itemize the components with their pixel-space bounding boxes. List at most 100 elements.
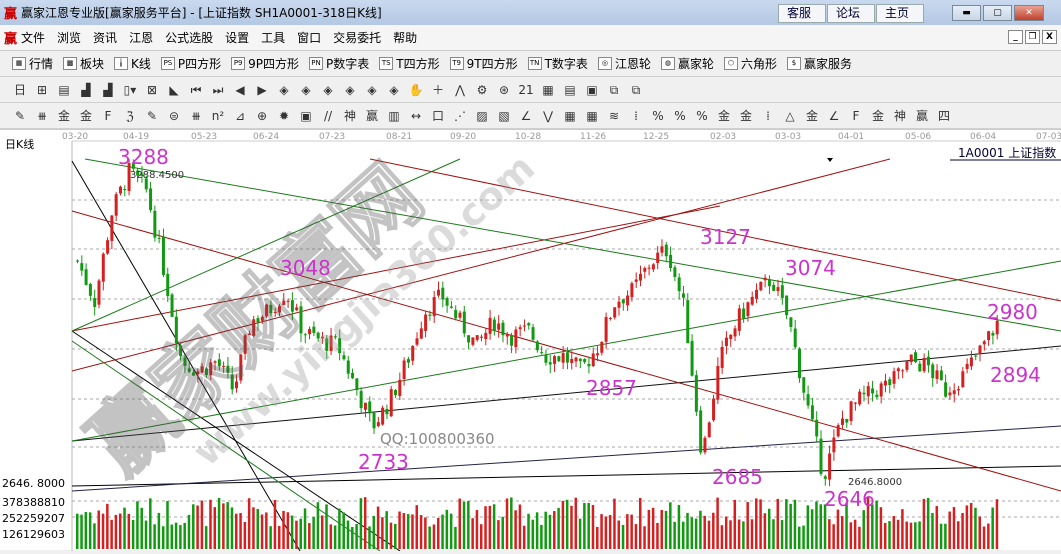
toolbar-button[interactable]: P9 9P四方形 <box>231 55 299 72</box>
trend-line[interactable] <box>71 425 1061 492</box>
tool-icon[interactable]: ◈ <box>323 82 333 97</box>
tool-icon[interactable]: 口 <box>431 108 444 123</box>
tool-icon[interactable]: ⧉ <box>631 82 641 97</box>
tool-icon[interactable]: ⚙ <box>476 82 488 97</box>
trend-line[interactable] <box>71 345 1061 442</box>
menu-item[interactable]: 工具 <box>261 31 286 45</box>
trend-line[interactable] <box>71 330 401 552</box>
tool-icon[interactable]: 金 <box>871 108 884 123</box>
toolbar-button[interactable]: PS P四方形 <box>160 55 221 72</box>
tool-icon[interactable]: ⊠ <box>146 82 158 97</box>
trend-line[interactable] <box>84 158 1061 332</box>
tool-icon[interactable]: ▤ <box>58 82 70 97</box>
toolbar-button[interactable]: TN T数字表 <box>527 55 588 72</box>
tool-icon[interactable]: ✹ <box>278 108 290 123</box>
trend-line[interactable] <box>71 340 381 552</box>
mdi-restore-button[interactable]: ❐ <box>1025 30 1040 44</box>
home-link[interactable]: 主页 <box>876 4 924 23</box>
tool-icon[interactable]: ▯▾ <box>123 82 137 97</box>
tool-icon[interactable]: ▟ <box>81 82 91 97</box>
tool-icon[interactable]: ⋁ <box>543 108 553 123</box>
tool-icon[interactable]: 四 <box>937 108 950 123</box>
menu-item[interactable]: 设置 <box>225 31 250 45</box>
tool-icon[interactable]: ◈ <box>389 82 399 97</box>
tool-icon[interactable]: ⁞ <box>766 108 770 123</box>
toolbar-button[interactable]: ▩ 板块 <box>63 55 104 72</box>
menu-item[interactable]: 资讯 <box>93 31 118 45</box>
tool-icon[interactable]: ▟ <box>103 82 113 97</box>
tool-icon[interactable]: 日▾ <box>13 82 26 113</box>
tool-icon[interactable]: △ <box>785 108 795 123</box>
tool-icon[interactable]: 金 <box>805 108 818 123</box>
menu-item[interactable]: 公式选股 <box>165 31 214 45</box>
tool-icon[interactable]: 神 <box>343 108 356 123</box>
trend-line[interactable] <box>71 160 301 552</box>
tool-icon[interactable]: ▦ <box>542 82 554 97</box>
tool-icon[interactable]: ◈ <box>301 82 311 97</box>
menu-item[interactable]: 文件 <box>21 31 46 45</box>
tool-icon[interactable]: ▥ <box>388 108 400 123</box>
tool-icon[interactable]: ⁞ <box>634 108 638 123</box>
tool-icon[interactable]: ◣ <box>169 82 179 97</box>
tool-icon[interactable]: ✎ <box>146 108 158 123</box>
toolbar-button[interactable]: TS T四方形 <box>379 55 440 72</box>
tool-icon[interactable]: ▣ <box>300 108 312 123</box>
tool-icon[interactable]: 赢 <box>365 108 378 123</box>
menu-item[interactable]: 帮助 <box>393 31 418 45</box>
tool-icon[interactable]: ⋰ <box>454 108 466 123</box>
tool-icon[interactable]: ✎ <box>14 108 26 123</box>
tool-icon[interactable]: ⧉ <box>609 82 619 97</box>
tool-icon[interactable]: ▶ <box>257 82 267 97</box>
tool-icon[interactable]: ＋ <box>431 82 444 97</box>
toolbar-button[interactable]: $ 赢家服务 <box>786 55 852 72</box>
tool-icon[interactable]: ≋ <box>608 108 620 123</box>
tool-icon[interactable]: ⊛ <box>498 82 510 97</box>
tool-icon[interactable]: 金 <box>717 108 730 123</box>
tool-icon[interactable]: 神 <box>893 108 906 123</box>
tool-icon[interactable]: ▤ <box>564 82 576 97</box>
trend-line[interactable] <box>71 158 461 332</box>
tool-icon[interactable]: ◈ <box>367 82 377 97</box>
tool-icon[interactable]: 金 <box>79 108 92 123</box>
tool-icon[interactable]: ▦ <box>564 108 576 123</box>
tool-icon[interactable]: ⊜ <box>168 108 180 123</box>
toolbar-button[interactable]: ▦ 行情 <box>12 55 53 72</box>
kline-chart[interactable]: 03-20 04-19 05-23 06-24 07-23 08-21 09-20 10-28… <box>0 129 1061 552</box>
tool-icon[interactable]: 金 <box>739 108 752 123</box>
trend-line[interactable] <box>71 465 1061 487</box>
tool-icon[interactable]: ✋ <box>408 82 424 97</box>
tool-icon[interactable]: % <box>652 108 664 123</box>
tool-icon[interactable]: ↔ <box>410 108 422 123</box>
tool-icon[interactable]: % <box>696 108 708 123</box>
tool-icon[interactable]: ⏮ <box>190 82 202 97</box>
toolbar-button[interactable]: ╽ K线 <box>114 55 151 72</box>
forum-link[interactable]: 论坛 <box>827 4 875 23</box>
tool-icon[interactable]: ⊕ <box>256 108 268 123</box>
tool-icon[interactable]: ⧻ <box>36 108 48 123</box>
close-button[interactable]: ✕ <box>1014 5 1044 21</box>
tool-icon[interactable]: ⊿ <box>234 108 246 123</box>
tool-icon[interactable]: ∠ <box>828 108 840 123</box>
trend-line[interactable] <box>71 158 891 372</box>
tool-icon[interactable]: ◀ <box>235 82 245 97</box>
trend-line[interactable] <box>369 158 1061 302</box>
tool-icon[interactable]: 赢 <box>915 108 928 123</box>
mdi-close-button[interactable]: X <box>1042 30 1057 44</box>
tool-icon[interactable]: ▣ <box>586 82 598 97</box>
tool-icon[interactable]: 金 <box>57 108 70 123</box>
tool-icon[interactable]: ∠ <box>520 108 532 123</box>
tool-icon[interactable]: ⋀ <box>455 82 465 97</box>
maximize-button[interactable]: ▢ <box>983 5 1012 21</box>
tool-icon[interactable]: // <box>323 108 333 123</box>
tool-icon[interactable]: ▧ <box>498 108 510 123</box>
tool-icon[interactable]: ▦ <box>586 108 598 123</box>
mdi-minimize-button[interactable]: _ <box>1008 30 1023 44</box>
tool-icon[interactable]: % <box>674 108 686 123</box>
customer-service-link[interactable]: 客服 <box>778 4 826 23</box>
tool-icon[interactable]: ▨ <box>476 108 488 123</box>
trend-line[interactable] <box>71 205 721 332</box>
trend-line[interactable] <box>71 260 1061 442</box>
menu-item[interactable]: 江恩 <box>129 31 154 45</box>
menu-item[interactable]: 浏览 <box>57 31 82 45</box>
tool-icon[interactable]: F <box>852 108 860 123</box>
